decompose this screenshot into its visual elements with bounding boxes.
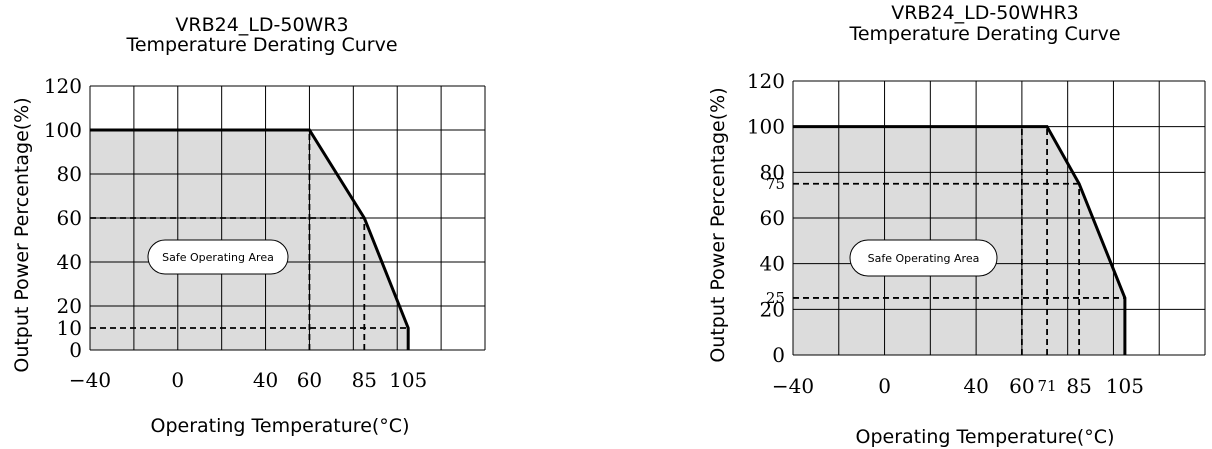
chart-subtitle: Temperature Derating Curve (125, 34, 397, 56)
y-tick-label: 120 (747, 69, 785, 93)
x-tick-label: 105 (389, 368, 427, 392)
x-tick-label: 85 (352, 368, 377, 392)
chart-title: VRB24_LD-50WR3 (175, 14, 348, 36)
x-axis-label: Operating Temperature(°C) (151, 415, 410, 437)
derating-curve (793, 125, 1127, 355)
y-tick-label: 0 (772, 343, 785, 367)
y-tick-label: 60 (760, 206, 785, 230)
y-tick-label: 120 (44, 74, 82, 98)
safe-area-label: Safe Operating Area (868, 252, 980, 265)
y-tick-label: 80 (57, 162, 82, 186)
x-tick-label: 85 (1066, 374, 1091, 398)
safe-area-label-bubble (147, 239, 289, 275)
x-tick-label: −40 (69, 368, 111, 392)
x-axis-label: Operating Temperature(°C) (856, 426, 1115, 448)
y-axis-label: Output Power Percentage(%) (707, 87, 729, 362)
x-tick-label: −40 (772, 374, 814, 398)
x-tick-label: 0 (878, 374, 891, 398)
y-tick-label: 80 (760, 160, 785, 184)
y-tick-label: 10 (57, 316, 82, 340)
x-tick-label: 0 (171, 368, 184, 392)
x-tick-label: 105 (1106, 374, 1144, 398)
y-tick-label: 40 (57, 250, 82, 274)
chart-subtitle: Temperature Derating Curve (848, 23, 1120, 45)
y-tick-label: 20 (57, 294, 82, 318)
x-tick-label: 40 (963, 374, 988, 398)
y-tick-label: 75 (766, 175, 785, 193)
y-tick-label: 0 (69, 338, 82, 362)
x-tick-label: 40 (253, 368, 278, 392)
safe-area-label: Safe Operating Area (162, 251, 274, 264)
y-tick-label: 40 (760, 252, 785, 276)
safe-area-label-bubble (849, 239, 998, 277)
derating-curve (90, 128, 410, 350)
x-tick-label: 60 (1009, 374, 1034, 398)
y-tick-label: 25 (766, 289, 785, 307)
y-tick-label: 60 (57, 206, 82, 230)
y-axis-label: Output Power Percentage(%) (11, 97, 33, 372)
y-tick-label: 20 (760, 297, 785, 321)
y-tick-label: 100 (747, 115, 785, 139)
y-tick-label: 100 (44, 118, 82, 142)
x-tick-label: 71 (1038, 377, 1057, 395)
x-tick-label: 60 (297, 368, 322, 392)
chart-title: VRB24_LD-50WHR3 (891, 2, 1079, 24)
